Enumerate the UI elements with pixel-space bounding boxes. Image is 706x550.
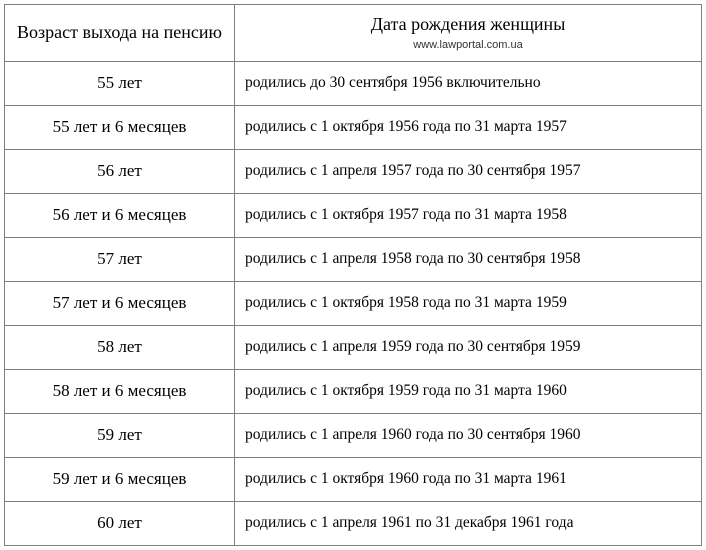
dob-cell: родились с 1 апреля 1959 года по 30 сент…	[235, 325, 702, 369]
table-body: 55 лет родились до 30 сентября 1956 вклю…	[5, 61, 702, 545]
age-cell: 55 лет и 6 месяцев	[5, 105, 235, 149]
table-row: 59 лет и 6 месяцев родились с 1 октября …	[5, 457, 702, 501]
dob-cell: родились с 1 октября 1959 года по 31 мар…	[235, 369, 702, 413]
dob-cell: родились с 1 октября 1956 года по 31 мар…	[235, 105, 702, 149]
header-dob-label: Дата рождения женщины	[371, 14, 566, 34]
age-cell: 57 лет	[5, 237, 235, 281]
dob-cell: родились до 30 сентября 1956 включительн…	[235, 61, 702, 105]
age-cell: 56 лет и 6 месяцев	[5, 193, 235, 237]
dob-cell: родились с 1 апреля 1958 года по 30 сент…	[235, 237, 702, 281]
header-dob-column: Дата рождения женщины www.lawportal.com.…	[235, 5, 702, 62]
table-row: 57 лет родились с 1 апреля 1958 года по …	[5, 237, 702, 281]
header-age-column: Возраст выхода на пенсию	[5, 5, 235, 62]
table-row: 60 лет родились с 1 апреля 1961 по 31 де…	[5, 501, 702, 545]
table-row: 58 лет родились с 1 апреля 1959 года по …	[5, 325, 702, 369]
age-cell: 58 лет	[5, 325, 235, 369]
age-cell: 57 лет и 6 месяцев	[5, 281, 235, 325]
pension-age-table: Возраст выхода на пенсию Дата рождения ж…	[4, 4, 702, 546]
age-cell: 55 лет	[5, 61, 235, 105]
table-header-row: Возраст выхода на пенсию Дата рождения ж…	[5, 5, 702, 62]
table-row: 56 лет и 6 месяцев родились с 1 октября …	[5, 193, 702, 237]
age-cell: 60 лет	[5, 501, 235, 545]
table-row: 55 лет родились до 30 сентября 1956 вклю…	[5, 61, 702, 105]
age-cell: 59 лет	[5, 413, 235, 457]
table-row: 58 лет и 6 месяцев родились с 1 октября …	[5, 369, 702, 413]
age-cell: 58 лет и 6 месяцев	[5, 369, 235, 413]
header-age-label: Возраст выхода на пенсию	[17, 22, 222, 42]
dob-cell: родились с 1 октября 1957 года по 31 мар…	[235, 193, 702, 237]
age-cell: 59 лет и 6 месяцев	[5, 457, 235, 501]
table-row: 59 лет родились с 1 апреля 1960 года по …	[5, 413, 702, 457]
dob-cell: родились с 1 апреля 1957 года по 30 сент…	[235, 149, 702, 193]
table-row: 56 лет родились с 1 апреля 1957 года по …	[5, 149, 702, 193]
dob-cell: родились с 1 октября 1958 года по 31 мар…	[235, 281, 702, 325]
dob-cell: родились с 1 апреля 1961 по 31 декабря 1…	[235, 501, 702, 545]
table-row: 55 лет и 6 месяцев родились с 1 октября …	[5, 105, 702, 149]
header-subtitle: www.lawportal.com.ua	[239, 38, 697, 52]
table-row: 57 лет и 6 месяцев родились с 1 октября …	[5, 281, 702, 325]
dob-cell: родились с 1 апреля 1960 года по 30 сент…	[235, 413, 702, 457]
age-cell: 56 лет	[5, 149, 235, 193]
dob-cell: родились с 1 октября 1960 года по 31 мар…	[235, 457, 702, 501]
